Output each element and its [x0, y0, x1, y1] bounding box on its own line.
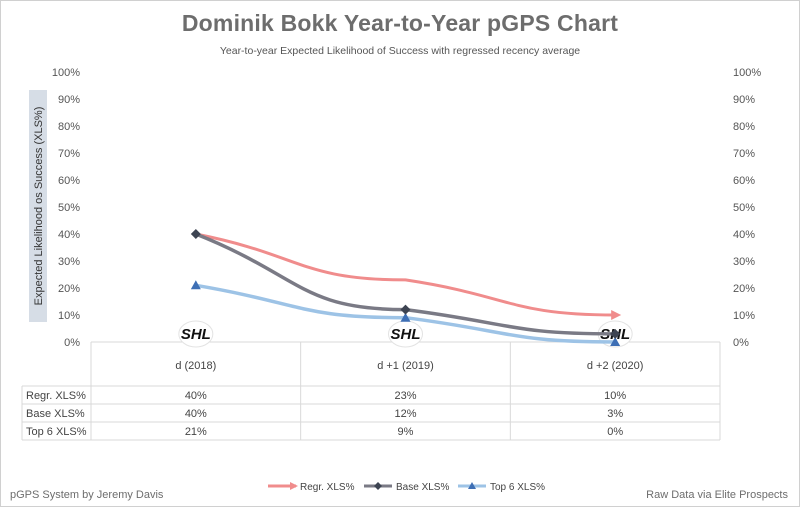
- y-tick-label-right: 90%: [733, 94, 755, 106]
- data-point-triangle: [190, 280, 201, 290]
- legend-marker-diamond: [374, 482, 382, 490]
- y-tick-label-left: 60%: [58, 175, 80, 187]
- y-tick-label-right: 80%: [733, 121, 755, 133]
- table-cell-value: 40%: [185, 390, 207, 402]
- footer-source: Raw Data via Elite Prospects: [646, 489, 788, 501]
- x-category-label: d (2018): [175, 360, 216, 372]
- y-tick-label-right: 70%: [733, 148, 755, 160]
- y-tick-label-left: 0%: [64, 337, 80, 349]
- y-tick-label-left: 20%: [58, 283, 80, 295]
- y-tick-label-right: 20%: [733, 283, 755, 295]
- y-tick-label-left: 30%: [58, 256, 80, 268]
- table-row-label: Top 6 XLS%: [26, 426, 87, 438]
- data-point-arrow: [611, 310, 622, 320]
- chart-subtitle: Year-to-year Expected Likelihood of Succ…: [219, 45, 581, 57]
- y-tick-label-right: 50%: [733, 202, 755, 214]
- y-tick-label-right: 0%: [733, 337, 749, 349]
- shl-logo: SHL: [181, 326, 211, 343]
- data-point-diamond: [190, 229, 201, 239]
- y-tick-label-left: 10%: [58, 310, 80, 322]
- chart-title: Dominik Bokk Year-to-Year pGPS Chart: [181, 10, 619, 36]
- data-point-diamond: [400, 304, 411, 315]
- y-axis-title-box: [29, 90, 47, 322]
- table-cell-value: 12%: [394, 408, 416, 420]
- table-row-label: Base XLS%: [26, 408, 85, 420]
- y-tick-label-right: 60%: [733, 175, 755, 187]
- legend-label: Regr. XLS%: [300, 482, 355, 493]
- table-cell-value: 3%: [607, 408, 623, 420]
- legend-label: Top 6 XLS%: [490, 482, 545, 493]
- y-tick-label-left: 90%: [58, 94, 80, 106]
- table-cell-value: 10%: [604, 390, 626, 402]
- y-tick-label-left: 70%: [58, 148, 80, 160]
- table-cell-value: 23%: [394, 390, 416, 402]
- y-tick-label-left: 80%: [58, 121, 80, 133]
- table-cell-value: 0%: [607, 426, 623, 438]
- y-tick-label-right: 100%: [733, 67, 761, 79]
- x-category-label: d +1 (2019): [377, 360, 434, 372]
- series-line-regr-xls: [194, 232, 617, 317]
- y-axis-title: Expected Likelihood os Success (XLS%): [33, 107, 45, 306]
- data-point-triangle: [610, 337, 621, 346]
- table-cell-value: 21%: [185, 426, 207, 438]
- table-row-label: Regr. XLS%: [26, 390, 86, 402]
- x-category-label: d +2 (2020): [587, 360, 644, 372]
- legend-marker-triangle: [468, 482, 476, 489]
- y-tick-label-left: 50%: [58, 202, 80, 214]
- legend-marker-arrow: [290, 482, 298, 490]
- table-cell-value: 9%: [398, 426, 414, 438]
- shl-logo: SHL: [391, 326, 421, 343]
- y-tick-label-left: 100%: [52, 67, 80, 79]
- y-tick-label-right: 40%: [733, 229, 755, 241]
- footer-credit: pGPS System by Jeremy Davis: [10, 489, 164, 501]
- data-point-diamond: [610, 328, 621, 339]
- shl-logo-badge: [178, 320, 214, 348]
- table-cell-value: 40%: [185, 408, 207, 420]
- y-tick-label-left: 40%: [58, 229, 80, 241]
- data-point-triangle: [400, 312, 411, 322]
- y-tick-label-right: 10%: [733, 310, 755, 322]
- y-tick-label-right: 30%: [733, 256, 755, 268]
- legend-label: Base XLS%: [396, 482, 449, 493]
